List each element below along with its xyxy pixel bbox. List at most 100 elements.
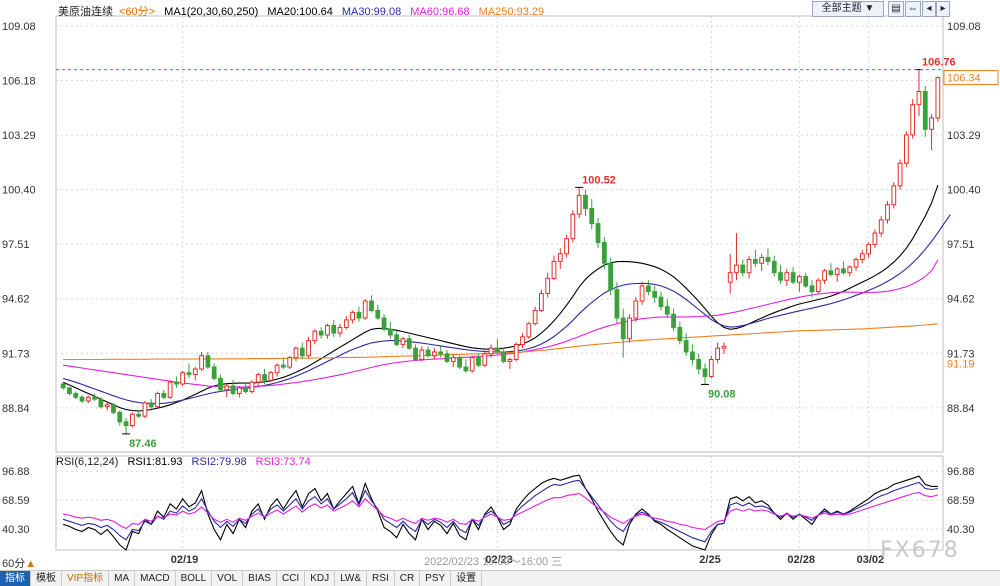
candle-body	[425, 349, 431, 357]
candle-body	[904, 134, 909, 164]
zoom-out-icon[interactable]: ◂	[922, 1, 936, 17]
period-tag: <60分>	[119, 6, 156, 18]
rsi-tick-label-left: 40.30	[2, 524, 30, 536]
candle-body	[576, 194, 582, 215]
period-label: 60分	[2, 558, 26, 570]
candle-body	[413, 347, 418, 361]
candle-body	[199, 355, 204, 370]
price-tick-label-left: 97.51	[2, 239, 30, 251]
candle-body	[627, 317, 632, 340]
zoom-in-icon[interactable]: ▸	[936, 1, 950, 17]
x-tick-label: 02/28	[787, 554, 815, 566]
ma30-value: MA30:99.08	[341, 6, 402, 18]
candle-body	[381, 317, 387, 330]
candle-body	[765, 257, 771, 262]
cursor-time-status: 2022/02/23 15:00～16:00 三	[424, 556, 563, 568]
price-tick-label-left: 100.40	[2, 185, 36, 197]
candle-body	[476, 357, 481, 366]
x-tick-label: 03/02	[857, 554, 885, 566]
candle-body	[595, 223, 601, 243]
candle-body	[696, 359, 702, 370]
candle-body	[645, 285, 651, 293]
candle-body	[142, 402, 148, 417]
candle-body	[639, 285, 645, 302]
candle-body	[778, 272, 783, 281]
ma-config-label[interactable]: MA1(20,30,60,250)	[164, 6, 259, 18]
candle-body	[501, 351, 507, 362]
price-tick-label-right: 103.29	[947, 130, 981, 142]
rsi-config-label[interactable]: RSI(6,12,24)	[56, 456, 119, 468]
rsi-tick-label-right: 96.88	[947, 466, 975, 478]
rsi2-value: RSI2:79.98	[191, 456, 247, 468]
toolbar-item-cci[interactable]: CCI	[277, 571, 306, 586]
rsi-line-rsi2	[62, 479, 938, 543]
candle-body	[708, 359, 714, 378]
ma250-value-label: 91.19	[947, 358, 975, 370]
toolbar-item-boll[interactable]: BOLL	[176, 571, 213, 586]
toolbar-item-vip[interactable]: VIP指标	[62, 571, 110, 586]
ma-line-ma250	[63, 323, 938, 361]
candle-body	[161, 392, 167, 398]
candle-body	[727, 272, 733, 283]
toolbar-item-cr[interactable]: CR	[395, 571, 421, 586]
toolbar-item-kdj[interactable]: KDJ	[305, 571, 336, 586]
last-price-label: 106.34	[947, 73, 981, 85]
candle-body	[469, 357, 475, 372]
candle-body	[394, 334, 400, 345]
candle-body	[104, 404, 110, 408]
candle-body	[73, 392, 79, 398]
compress-icon[interactable]: ⇔	[905, 1, 921, 17]
x-axis-labels: 02/19 02/23 2/25 02/28 03/02	[171, 554, 884, 566]
rsi-tick-label-right: 68.59	[947, 495, 975, 507]
candle-body	[350, 311, 356, 321]
candle-body	[457, 357, 462, 368]
price-tick-label-left: 94.62	[2, 294, 30, 306]
toolbar-item-bias[interactable]: BIAS	[243, 571, 277, 586]
candle-body	[671, 313, 676, 328]
chart-type-icon[interactable]: ▤	[888, 1, 904, 17]
candle-body	[369, 300, 374, 311]
candle-body	[564, 238, 569, 255]
period-selector[interactable]: 60分▲	[2, 555, 36, 571]
rsi-tick-label-left: 96.88	[2, 466, 30, 478]
candle-body	[174, 381, 179, 385]
candle-body	[356, 311, 362, 319]
candle-body	[192, 368, 198, 376]
toolbar-item-ma[interactable]: MA	[109, 571, 136, 586]
candle-body	[922, 90, 928, 130]
toolbar-item-templates[interactable]: 模板	[31, 571, 62, 586]
candle-body	[897, 162, 903, 187]
candle-body	[690, 351, 695, 361]
candle-body	[513, 343, 519, 361]
candle-body	[784, 272, 790, 281]
price-tick-label-left: 109.08	[2, 21, 36, 33]
candle-body	[734, 264, 739, 274]
toolbar-item-rsi[interactable]: RSI	[367, 571, 395, 586]
candle-body	[450, 357, 456, 362]
candle-body	[318, 330, 324, 336]
candle-body	[702, 368, 708, 378]
candle-body	[570, 213, 576, 240]
toolbar-item-vol[interactable]: VOL	[212, 571, 244, 586]
candle-body	[148, 402, 154, 408]
theme-select-button[interactable]: 全部主题 ▼	[812, 1, 884, 17]
toolbar-item-lwr[interactable]: LW&	[335, 571, 368, 586]
toolbar-item-indicators[interactable]: 指标	[0, 571, 31, 586]
rsi-header: RSI(6,12,24) RSI1:81.93 RSI2:79.98 RSI3:…	[56, 456, 317, 468]
candle-body	[809, 285, 815, 293]
rsi-tick-label-left: 68.59	[2, 495, 30, 507]
toolbar-item-settings[interactable]: 设置	[451, 571, 483, 586]
candle-body	[249, 381, 255, 393]
candle-body	[828, 270, 834, 276]
instrument-name: 美原油连续	[58, 6, 113, 18]
price-tick-label-right: 97.51	[947, 239, 975, 251]
toolbar-item-psy[interactable]: PSY	[420, 571, 452, 586]
candle-body	[211, 366, 217, 379]
ma60-value: MA60:96.68	[410, 6, 470, 18]
candle-body	[771, 260, 777, 274]
candle-body	[746, 258, 752, 274]
toolbar-item-macd[interactable]: MACD	[135, 571, 176, 586]
ma20-value: MA20:100.64	[267, 6, 333, 18]
peak-price-label: 100.52	[582, 174, 616, 186]
candle-body	[218, 377, 223, 391]
